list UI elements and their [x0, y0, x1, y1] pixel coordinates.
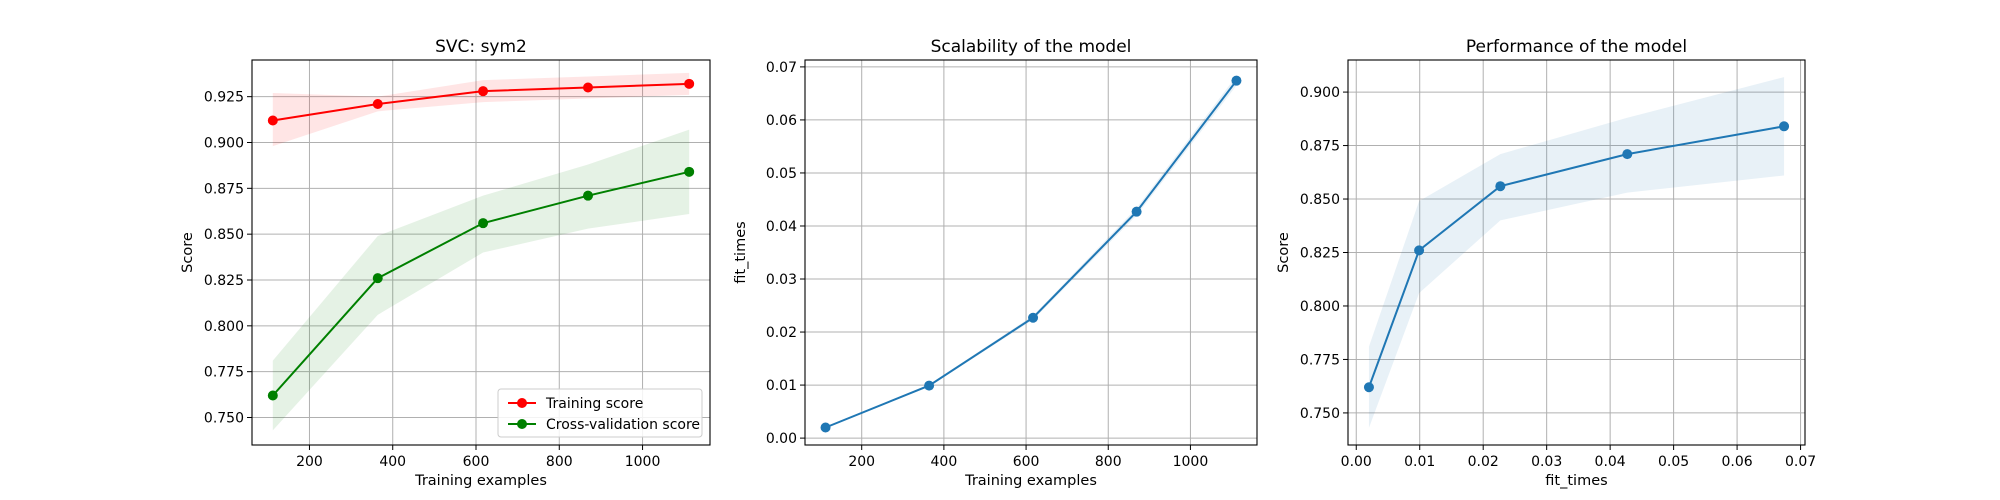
confidence-band [272, 72, 690, 147]
data-point [372, 99, 383, 109]
x-tick-label: 0.01 [1404, 454, 1435, 470]
y-tick-label: 0.800 [204, 319, 244, 335]
data-point [1131, 206, 1142, 217]
axes-frame [251, 59, 711, 446]
data-point [1414, 245, 1425, 256]
y-tick-label: 0.775 [204, 365, 244, 381]
chart-panel-scalability: 200 400 600 800 1000 0.00 0.01 0.02 0.03 0.04 0.05… [733, 37, 1258, 489]
x-tick-label: 0.04 [1595, 454, 1626, 470]
legend-swatch-marker [517, 398, 527, 408]
legend-entry-label: Cross-validation score [546, 417, 700, 433]
x-tick-label: 400 [931, 454, 958, 470]
data-point [372, 273, 383, 284]
y-tick-label: 0.750 [204, 411, 244, 427]
data-point [684, 78, 695, 89]
data-point [583, 190, 594, 201]
y-tick-label: 0.825 [204, 273, 244, 289]
chart-panel-performance: 0.00 0.01 0.02 0.03 0.04 0.05 0.06 0.07 0.750 0.7… [1276, 37, 1816, 489]
y-tick-label: 0.775 [1300, 352, 1340, 368]
y-axis-label: Score [1276, 232, 1292, 273]
data-point [267, 390, 278, 401]
data-point [1495, 181, 1506, 192]
x-tick-label: 0.00 [1341, 454, 1372, 470]
y-tick-label: 0.850 [1300, 192, 1340, 208]
x-tick-label: 200 [296, 454, 323, 470]
x-tick-label: 0.02 [1468, 454, 1499, 470]
y-tick-label: 0.04 [766, 219, 797, 235]
y-tick-label: 0.900 [1300, 85, 1340, 101]
data-point [267, 115, 278, 126]
data-point [684, 166, 695, 177]
legend-box [497, 388, 703, 438]
x-tick-label: 800 [546, 454, 573, 470]
data-point [583, 82, 594, 93]
data-point [1363, 382, 1374, 393]
x-tick-label: 0.07 [1785, 454, 1816, 470]
series-line [825, 80, 1238, 429]
legend-entry-label: Training score [545, 396, 643, 412]
y-tick-label: 0.00 [766, 431, 797, 447]
x-tick-label: 600 [463, 454, 490, 470]
x-tick-label: 0.05 [1658, 454, 1689, 470]
y-tick-label: 0.875 [204, 181, 244, 197]
chart-panel-training-scores: 200 400 600 800 1000 0.750 0.775 0.800 0.825 0.85… [180, 37, 711, 489]
x-tick-label: 800 [1095, 454, 1122, 470]
x-tick-label: 200 [848, 454, 875, 470]
data-point [820, 422, 831, 433]
y-tick-label: 0.03 [766, 272, 797, 288]
confidence-band [1368, 77, 1785, 428]
x-axis-label: Training examples [964, 473, 1097, 489]
data-point [1028, 312, 1039, 323]
data-point [478, 218, 489, 229]
y-tick-label: 0.07 [766, 60, 797, 76]
x-tick-label: 400 [379, 454, 406, 470]
y-tick-label: 0.925 [204, 90, 244, 106]
data-point [1231, 75, 1242, 86]
axes-frame [804, 59, 1258, 446]
y-axis-label: fit_times [733, 221, 749, 283]
confidence-band [825, 75, 1237, 429]
data-point [478, 86, 489, 97]
y-tick-label: 0.800 [1300, 299, 1340, 315]
data-point [1779, 121, 1790, 132]
y-tick-label: 0.850 [204, 227, 244, 243]
chart-title: Performance of the model [1466, 37, 1687, 57]
x-tick-label: 0.06 [1721, 454, 1752, 470]
x-tick-label: 1000 [625, 454, 661, 470]
y-tick-label: 0.750 [1300, 406, 1340, 422]
data-point [1622, 149, 1633, 160]
y-tick-label: 0.06 [766, 113, 797, 129]
x-axis-label: Training examples [414, 473, 547, 489]
y-tick-label: 0.02 [766, 325, 797, 341]
confidence-band [272, 129, 690, 431]
chart-title: Scalability of the model [931, 37, 1132, 57]
y-tick-label: 0.875 [1300, 139, 1340, 155]
y-tick-label: 0.825 [1300, 246, 1340, 262]
y-tick-label: 0.900 [204, 136, 244, 152]
y-tick-label: 0.05 [766, 166, 797, 182]
y-tick-label: 0.01 [766, 378, 797, 394]
legend-swatch-marker [517, 419, 527, 429]
legend: Training score Cross-validation score [497, 388, 703, 438]
y-axis-label: Score [180, 232, 196, 273]
x-tick-label: 600 [1013, 454, 1040, 470]
x-tick-label: 1000 [1173, 454, 1209, 470]
x-tick-label: 0.03 [1531, 454, 1562, 470]
x-axis-label: fit_times [1545, 473, 1607, 489]
chart-title: SVC: sym2 [435, 37, 527, 57]
data-point [924, 380, 935, 391]
